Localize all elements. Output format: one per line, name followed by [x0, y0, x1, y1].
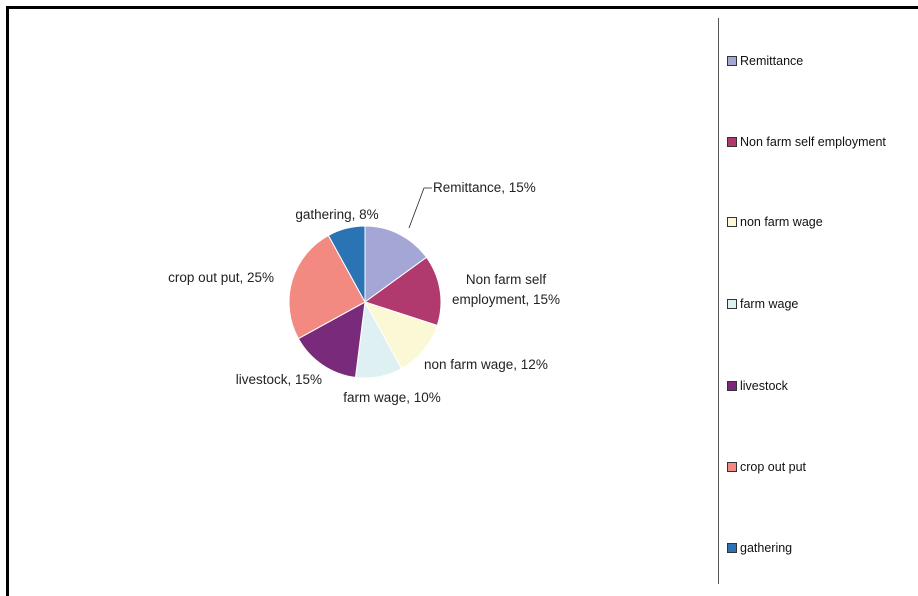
legend-label: farm wage	[740, 297, 799, 311]
legend: Remittance Non farm self employment non …	[727, 0, 917, 592]
legend-swatch	[727, 381, 737, 391]
data-label-livestock: livestock, 15%	[236, 372, 322, 387]
legend-label: livestock	[740, 379, 788, 393]
pie-slices	[288, 225, 442, 379]
legend-label: Non farm self employment	[740, 135, 886, 149]
legend-item-crop-out-put: crop out put	[727, 460, 806, 474]
legend-swatch	[727, 543, 737, 553]
pie-slice-livestock	[297, 301, 366, 378]
data-label-non-farm-self-employment-line1: Non farm self	[466, 272, 547, 287]
chart-frame	[6, 6, 918, 596]
legend-label: crop out put	[740, 460, 807, 474]
data-label-gathering: gathering, 8%	[295, 207, 378, 222]
legend-item-gathering: gathering	[727, 541, 792, 555]
legend-swatch	[727, 462, 737, 472]
leader-lines	[408, 187, 432, 229]
pie-slice-remittance	[364, 225, 428, 303]
data-labels: Remittance, 15% Non farm self employment…	[168, 180, 560, 405]
data-label-crop-out-put: crop out put, 25%	[168, 270, 274, 285]
legend-swatch	[727, 299, 737, 309]
data-label-non-farm-self-employment-line2: employment, 15%	[452, 292, 560, 307]
legend-label: non farm wage	[740, 215, 823, 229]
legend-item-non-farm-wage: non farm wage	[727, 215, 823, 229]
pie-slice-non-farm-self-employment	[363, 256, 442, 327]
legend-label: Remittance	[740, 54, 804, 68]
pie-chart: Remittance, 15% Non farm self employment…	[168, 180, 560, 405]
data-label-remittance: Remittance, 15%	[433, 180, 536, 195]
legend-swatch	[727, 56, 737, 66]
legend-item-non-farm-self-employment: Non farm self employment	[727, 135, 886, 149]
pie-slice-crop-out-put	[288, 234, 366, 340]
legend-swatch	[727, 137, 737, 147]
leader-line-remittance	[408, 187, 432, 229]
legend-swatch	[727, 217, 737, 227]
legend-item-remittance: Remittance	[727, 54, 803, 68]
pie-slice-gathering	[327, 225, 366, 303]
legend-item-farm-wage: farm wage	[727, 297, 798, 311]
data-label-farm-wage: farm wage, 10%	[343, 390, 441, 405]
legend-divider	[718, 18, 719, 584]
legend-item-livestock: livestock	[727, 379, 788, 393]
legend-label: gathering	[740, 541, 793, 555]
data-label-non-farm-wage: non farm wage, 12%	[424, 357, 548, 372]
